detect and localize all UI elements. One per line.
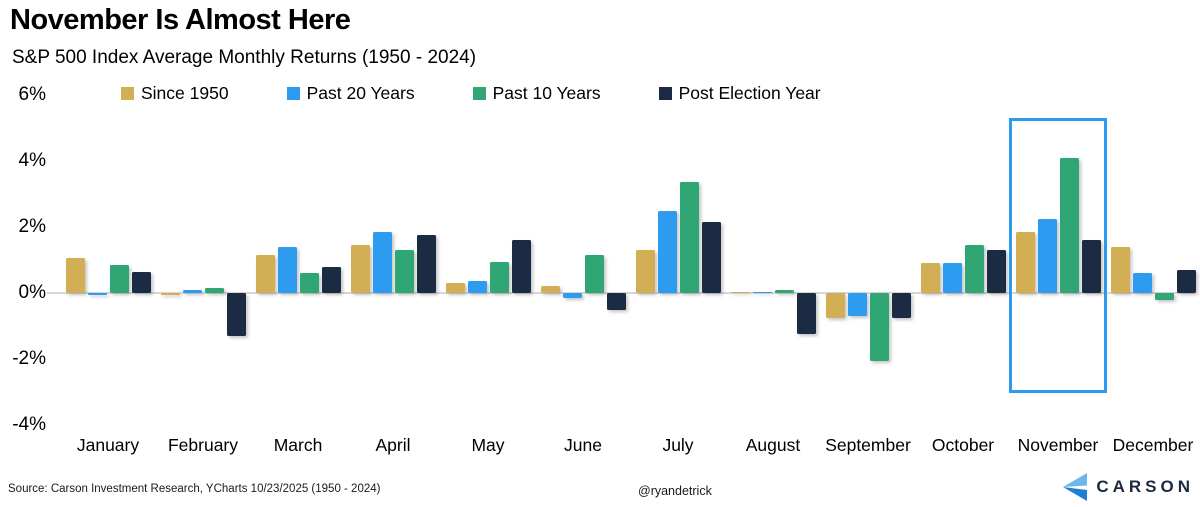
x-axis-label-october: October — [931, 435, 995, 455]
source-text: Source: Carson Investment Research, YCha… — [8, 483, 381, 495]
bar-january-since-1950 — [65, 258, 85, 293]
legend-item-past-10-years: Past 10 Years — [472, 83, 601, 104]
bar-november-past-20-years — [1037, 218, 1057, 293]
x-axis-label-december: December — [1112, 435, 1194, 455]
y-axis-tick: 4% — [18, 150, 46, 171]
bar-march-since-1950 — [255, 255, 275, 293]
bar-february-since-1950 — [160, 293, 180, 295]
y-axis-tick: 0% — [18, 282, 46, 303]
bar-july-post-election-year — [701, 222, 721, 293]
bar-september-since-1950 — [825, 293, 845, 318]
bar-april-past-20-years — [372, 231, 392, 293]
legend-label: Since 1950 — [141, 83, 229, 103]
x-axis-label-august: August — [745, 435, 801, 455]
bar-november-post-election-year — [1081, 240, 1101, 293]
bar-august-since-1950 — [730, 291, 750, 293]
y-axis-tick: -4% — [12, 414, 46, 435]
bar-october-post-election-year — [986, 250, 1006, 293]
legend-label: Past 10 Years — [492, 83, 601, 103]
x-axis-labels: January February March April May June July Augu… — [55, 435, 1195, 463]
bar-february-post-election-year — [226, 293, 246, 336]
bar-april-since-1950 — [350, 245, 370, 293]
bar-july-past-20-years — [657, 210, 677, 293]
bar-november-past-10-years — [1059, 157, 1079, 293]
bar-november-since-1950 — [1015, 231, 1035, 293]
carson-logo-text: CARSON — [1096, 477, 1194, 496]
bar-chart: 6% 4% 2% 0% -2% -4% Since 1950 Past 20 Years Pa… — [12, 83, 1196, 455]
x-axis-label-april: April — [375, 435, 411, 455]
bar-september-past-10-years — [869, 293, 889, 361]
bar-december-since-1950 — [1110, 246, 1130, 293]
legend-swatch-since-1950 — [121, 87, 134, 100]
bar-august-past-10-years — [774, 289, 794, 293]
bar-december-post-election-year — [1176, 269, 1196, 293]
carson-logo: CARSON — [1063, 473, 1194, 501]
bar-september-past-20-years — [847, 293, 867, 317]
bar-august-post-election-year — [796, 293, 816, 335]
legend-label: Past 20 Years — [306, 83, 415, 103]
x-axis-label-january: January — [76, 435, 140, 455]
bar-january-post-election-year — [131, 271, 151, 293]
y-axis-tick: -2% — [12, 348, 46, 369]
bar-march-past-10-years — [299, 273, 319, 293]
bar-september-post-election-year — [891, 293, 911, 318]
bar-january-past-20-years — [87, 293, 107, 295]
bar-march-post-election-year — [321, 266, 341, 293]
bar-october-past-10-years — [964, 245, 984, 293]
bar-july-past-10-years — [679, 182, 699, 293]
bar-october-past-20-years — [942, 263, 962, 293]
plot-area — [47, 95, 1196, 425]
bar-may-past-10-years — [489, 261, 509, 293]
carson-logo-icon — [1063, 473, 1088, 501]
bar-january-past-10-years — [109, 264, 129, 293]
bar-april-post-election-year — [416, 235, 436, 293]
bar-june-past-10-years — [584, 255, 604, 293]
bar-june-past-20-years — [562, 293, 582, 298]
legend-item-past-20-years: Past 20 Years — [286, 83, 415, 104]
twitter-handle: @ryandetrick — [638, 484, 712, 498]
chart-legend: Since 1950 Past 20 Years Past 10 Years Post… — [121, 83, 821, 104]
x-axis-label-march: March — [273, 435, 323, 455]
bar-may-post-election-year — [511, 240, 531, 293]
x-axis-label-may: May — [471, 435, 505, 455]
bar-july-since-1950 — [635, 250, 655, 293]
bar-march-past-20-years — [277, 246, 297, 293]
legend-swatch-past-20-years — [286, 87, 300, 100]
bar-august-past-20-years — [752, 291, 772, 293]
bar-june-post-election-year — [606, 293, 626, 310]
legend-swatch-post-election-year — [658, 87, 672, 100]
x-axis-label-july: July — [662, 435, 694, 455]
x-axis-label-february: February — [167, 435, 239, 455]
legend-item-post-election-year: Post Election Year — [658, 83, 821, 104]
bar-february-past-20-years — [182, 289, 202, 293]
bar-october-since-1950 — [920, 263, 940, 293]
bar-december-past-10-years — [1154, 293, 1174, 300]
bar-december-past-20-years — [1132, 273, 1152, 293]
bar-april-past-10-years — [394, 250, 414, 293]
legend-swatch-past-10-years — [472, 87, 486, 100]
bar-may-past-20-years — [467, 281, 487, 293]
bar-june-since-1950 — [540, 286, 560, 293]
page-title: November Is Almost Here — [10, 4, 351, 36]
legend-item-since-1950: Since 1950 — [121, 83, 229, 104]
x-axis-label-june: June — [564, 435, 602, 455]
bar-may-since-1950 — [445, 283, 465, 293]
y-axis-tick: 2% — [18, 216, 46, 237]
bar-february-past-10-years — [204, 288, 224, 293]
legend-label: Post Election Year — [678, 83, 821, 103]
x-axis-label-september: September — [825, 435, 911, 455]
november-highlight-box — [1009, 118, 1107, 393]
chart-subtitle: S&P 500 Index Average Monthly Returns (1… — [12, 47, 477, 68]
y-axis-tick: 6% — [18, 84, 46, 105]
x-axis-label-november: November — [1017, 435, 1099, 455]
